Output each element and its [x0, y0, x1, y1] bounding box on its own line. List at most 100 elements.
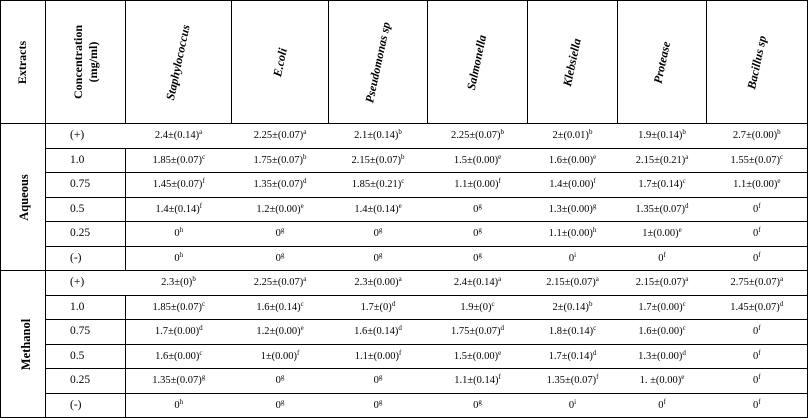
table-row: (-) 0h 0g 0g 0g 0i 0f 0f	[1, 392, 808, 418]
table-row: 0.25 0h 0g 0g 0g 1.1±(0.00)h 1±(0.00)e 0f	[1, 221, 808, 247]
value-text: 0	[568, 399, 575, 411]
concentration-cell: 0.5	[45, 196, 126, 222]
value-text: 1.7±(0.14)	[548, 350, 593, 362]
value-cell: 1.55±(0.07)c	[706, 147, 808, 173]
value-text: 1.6±(0.14)	[354, 326, 399, 337]
significance-letter: f	[758, 348, 761, 357]
significance-letter: f	[498, 177, 501, 185]
header-organism-label: Klebsiella	[560, 36, 584, 88]
value-text: 2.4±(0.14)	[453, 277, 499, 288]
value-text: 0	[373, 399, 379, 411]
value-text: 1.85±(0.21)	[351, 179, 402, 190]
significance-letter: f	[593, 177, 596, 185]
value-text: 0	[174, 252, 180, 264]
significance-letter: e	[593, 152, 597, 161]
significance-letter: d	[199, 324, 203, 332]
value-cell: 1.3±(0.00)g	[527, 196, 618, 222]
header-organism: Pseudomonas sp	[328, 0, 428, 124]
value-text: 0	[373, 375, 379, 386]
value-text: 2.4±(0.14)	[154, 130, 200, 141]
value-cell: 1.6±(0.00)c	[617, 319, 707, 345]
significance-letter: e	[498, 152, 502, 161]
concentration-cell: 1.0	[45, 294, 126, 320]
value-text: 2.75±(0.07)	[730, 277, 780, 288]
value-cell: 0g	[328, 221, 428, 247]
concentration-cell: 1.0	[45, 147, 126, 173]
value-text: 0	[752, 228, 759, 239]
significance-letter: e	[498, 348, 502, 357]
value-cell: 2±(0.01)b	[527, 123, 618, 149]
value-text: 1.5±(0.00)	[453, 350, 499, 362]
significance-letter: c	[682, 324, 686, 332]
value-cell: 1.8±(0.14)c	[527, 319, 618, 345]
table-row: Aqueous (+) 2.4±(0.14)a 2.25±(0.07)a 2.1±(0.…	[0, 123, 808, 271]
value-cell: 1.1±(0.00)e	[706, 172, 808, 198]
header-organism-label: Salmonella	[464, 33, 490, 91]
value-text: 2±(0.01)	[552, 130, 589, 141]
significance-letter: d	[500, 324, 505, 332]
value-text: 1.4±(0.00)	[549, 179, 594, 190]
value-text: 0	[752, 326, 759, 337]
table-row: Methanol (+) 2.3±(0)b 2.25±(0.07)a 2.3±(0.00…	[0, 270, 808, 418]
significance-letter: c	[682, 299, 686, 308]
header-organism-label: E.coli	[269, 46, 290, 78]
value-cell: 1.6±(0.00)c	[125, 343, 232, 369]
value-text: 1.1±(0.14)	[454, 375, 499, 386]
value-cell: 2.25±(0.07)b	[427, 123, 528, 149]
significance-letter: b	[398, 128, 402, 136]
value-text: 0	[275, 375, 281, 386]
significance-letter: g	[478, 226, 482, 234]
value-text: 1.1±(0.00)	[733, 179, 778, 190]
significance-letter: c	[199, 348, 203, 357]
significance-letter: d	[682, 348, 686, 357]
header-organism-label: Pseudomonas sp	[362, 20, 393, 104]
value-text: 0	[473, 203, 479, 215]
significance-letter: c	[682, 177, 686, 185]
significance-letter: b	[500, 128, 505, 136]
value-text: 1.75±(0.07)	[253, 154, 303, 166]
table-row: 0.5 1.4±(0.14)f 1.2±(0.00)e 1.4±(0.14)e 0g 1.…	[1, 196, 808, 222]
significance-letter: a	[398, 275, 402, 283]
significance-letter: g	[592, 201, 597, 210]
significance-letter: f	[202, 177, 205, 185]
value-text: 1.1±(0.00)	[454, 179, 499, 190]
significance-letter: i	[574, 397, 577, 406]
significance-letter: e	[398, 201, 402, 210]
value-cell: 0h	[125, 221, 232, 247]
value-cell: 1.1±(0.00)h	[527, 221, 618, 247]
table-body: Aqueous (+) 2.4±(0.14)a 2.25±(0.07)a 2.1±(0.…	[0, 123, 808, 418]
extract-group-name: Methanol	[19, 318, 34, 371]
value-cell: 2.15±(0.07)b	[328, 147, 428, 173]
value-cell: 1.9±(0.14)b	[617, 123, 707, 149]
value-cell: 2.15±(0.21)a	[617, 147, 707, 173]
value-cell: 1.1±(0.00)f	[328, 343, 428, 369]
significance-letter: d	[303, 177, 307, 185]
value-cell: 1.5±(0.00)e	[427, 343, 528, 369]
significance-letter: h	[179, 397, 184, 406]
value-cell: 1.75±(0.07)b	[231, 147, 329, 173]
significance-letter: b	[192, 275, 196, 283]
value-cell: 1±(0.00)e	[617, 221, 707, 247]
significance-letter: c	[593, 324, 597, 332]
significance-letter: h	[179, 226, 184, 234]
value-cell: 1±(0.00)f	[231, 343, 329, 369]
header-concentration-line2: (mg/ml)	[85, 41, 100, 83]
value-text: 1.85±(0.07)	[152, 301, 202, 313]
significance-letter: f	[758, 373, 761, 381]
value-text: 0	[275, 399, 281, 411]
header-organism: Protease	[617, 0, 707, 124]
significance-letter: f	[297, 348, 300, 357]
concentration-cell: (-)	[45, 392, 126, 418]
header-organism: Staphylococcus	[125, 0, 232, 124]
value-text: 1.6±(0.14)	[256, 301, 301, 313]
value-text: 2±(0.14)	[552, 301, 589, 313]
value-text: 2.15±(0.07)	[635, 277, 686, 288]
significance-letter: c	[779, 152, 784, 161]
value-cell: 2.15±(0.07)a	[527, 270, 618, 296]
value-cell: 1.2±(0.00)e	[231, 196, 329, 222]
significance-letter: g	[478, 250, 482, 259]
significance-letter: c	[201, 299, 206, 308]
value-cell: 1.6±(0.14)c	[231, 294, 329, 320]
table-row: 1.0 1.85±(0.07)c 1.75±(0.07)b 2.15±(0.07)b 1…	[1, 147, 808, 173]
value-text: 0	[174, 228, 180, 239]
